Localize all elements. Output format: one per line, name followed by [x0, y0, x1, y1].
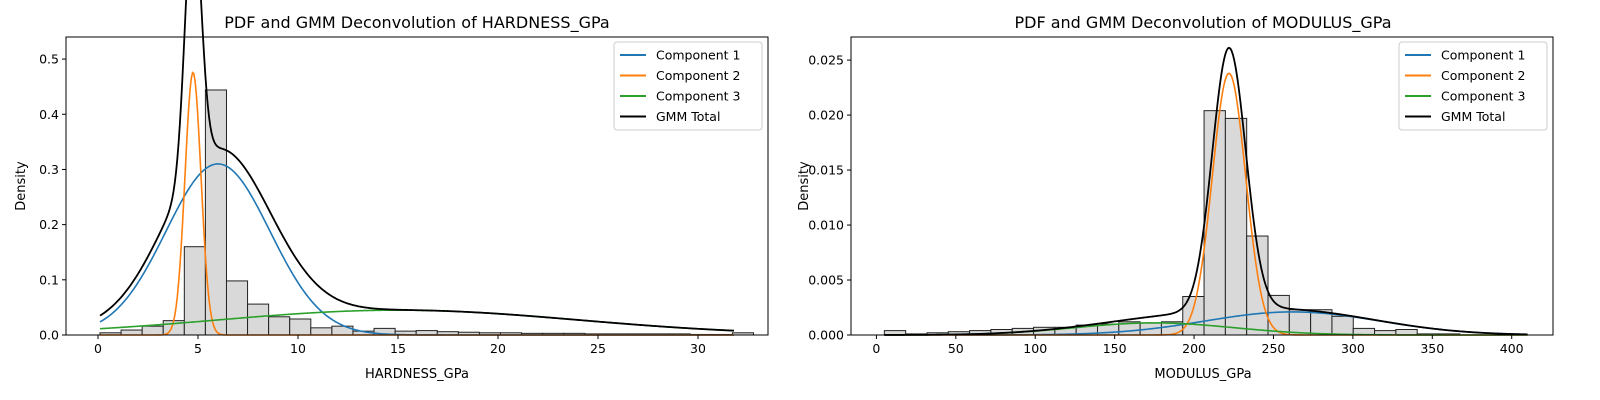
y-tick-label: 0.005: [808, 273, 844, 288]
histogram-bar: [141, 325, 164, 336]
x-tick-label: 25: [590, 341, 606, 356]
histogram-bar: [1288, 309, 1312, 336]
x-axis-label: MODULUS_GPa: [1154, 367, 1251, 382]
chart-title: PDF and GMM Deconvolution of MODULUS_GPa: [1014, 13, 1391, 33]
x-tick-label: 30: [690, 341, 706, 356]
x-tick-label: 350: [1420, 341, 1444, 356]
histogram-bar: [310, 327, 333, 336]
legend-label: Component 1: [1441, 48, 1526, 63]
histogram-bar: [268, 316, 291, 336]
legend: Component 1 Component 2 Component 3 GMM Tot…: [1398, 41, 1548, 131]
chart-hardness: PDF and GMM Deconvolution of HARDNESS_GP…: [14, 0, 769, 382]
x-tick-label: 250: [1262, 341, 1286, 356]
plot-frame: [850, 36, 1554, 336]
chart-modulus: PDF and GMM Deconvolution of MODULUS_GPa…: [797, 13, 1554, 382]
histogram-bar: [225, 280, 249, 336]
histogram-bar: [1267, 294, 1290, 336]
x-tick-label: 100: [1023, 341, 1047, 356]
legend-box: [613, 41, 763, 131]
histogram-bar: [289, 318, 312, 336]
y-tick-label: 0.000: [808, 328, 844, 343]
y-tick-label: 0.015: [808, 163, 844, 178]
y-tick-label: 0.5: [39, 52, 59, 67]
x-tick-label: 15: [390, 341, 406, 356]
legend-label: Component 2: [1441, 68, 1526, 83]
y-tick-label: 0.1: [39, 272, 59, 287]
legend: Component 1 Component 2 Component 3 GMM Tot…: [613, 41, 763, 131]
x-tick-label: 50: [948, 341, 964, 356]
x-tick-label: 200: [1182, 341, 1206, 356]
histogram-bar: [1331, 315, 1354, 336]
y-axis-label: Density: [797, 161, 812, 211]
legend-label: GMM Total: [656, 109, 720, 124]
legend-label: Component 3: [1441, 89, 1526, 104]
series-line-gmm-total: [99, 0, 735, 332]
series-line-gmm-total: [884, 46, 1528, 336]
x-tick-label: 400: [1500, 341, 1524, 356]
y-tick-label: 0.010: [808, 218, 844, 233]
y-tick-label: 0.020: [808, 108, 844, 123]
legend-label: GMM Total: [1441, 109, 1505, 124]
x-tick-label: 20: [490, 341, 506, 356]
legend-box: [1398, 41, 1548, 131]
x-tick-label: 300: [1341, 341, 1365, 356]
x-tick-label: 150: [1103, 341, 1127, 356]
histogram-bar: [247, 303, 270, 336]
y-tick-label: 0.0: [39, 328, 59, 343]
y-tick-label: 0.4: [39, 107, 59, 122]
legend-label: Component 3: [656, 89, 741, 104]
chart-title: PDF and GMM Deconvolution of HARDNESS_GP…: [224, 13, 609, 33]
x-tick-label: 0: [872, 341, 880, 356]
x-axis-label: HARDNESS_GPa: [365, 367, 469, 382]
legend-label: Component 2: [656, 68, 741, 83]
plot-frame: [65, 36, 769, 336]
y-tick-label: 0.025: [808, 53, 844, 68]
y-tick-label: 0.3: [39, 162, 59, 177]
x-tick-label: 5: [194, 341, 202, 356]
legend-label: Component 1: [656, 48, 741, 63]
y-axis-label: Density: [14, 161, 29, 211]
y-tick-label: 0.2: [39, 217, 59, 232]
x-tick-label: 0: [94, 341, 102, 356]
x-tick-label: 10: [290, 341, 306, 356]
